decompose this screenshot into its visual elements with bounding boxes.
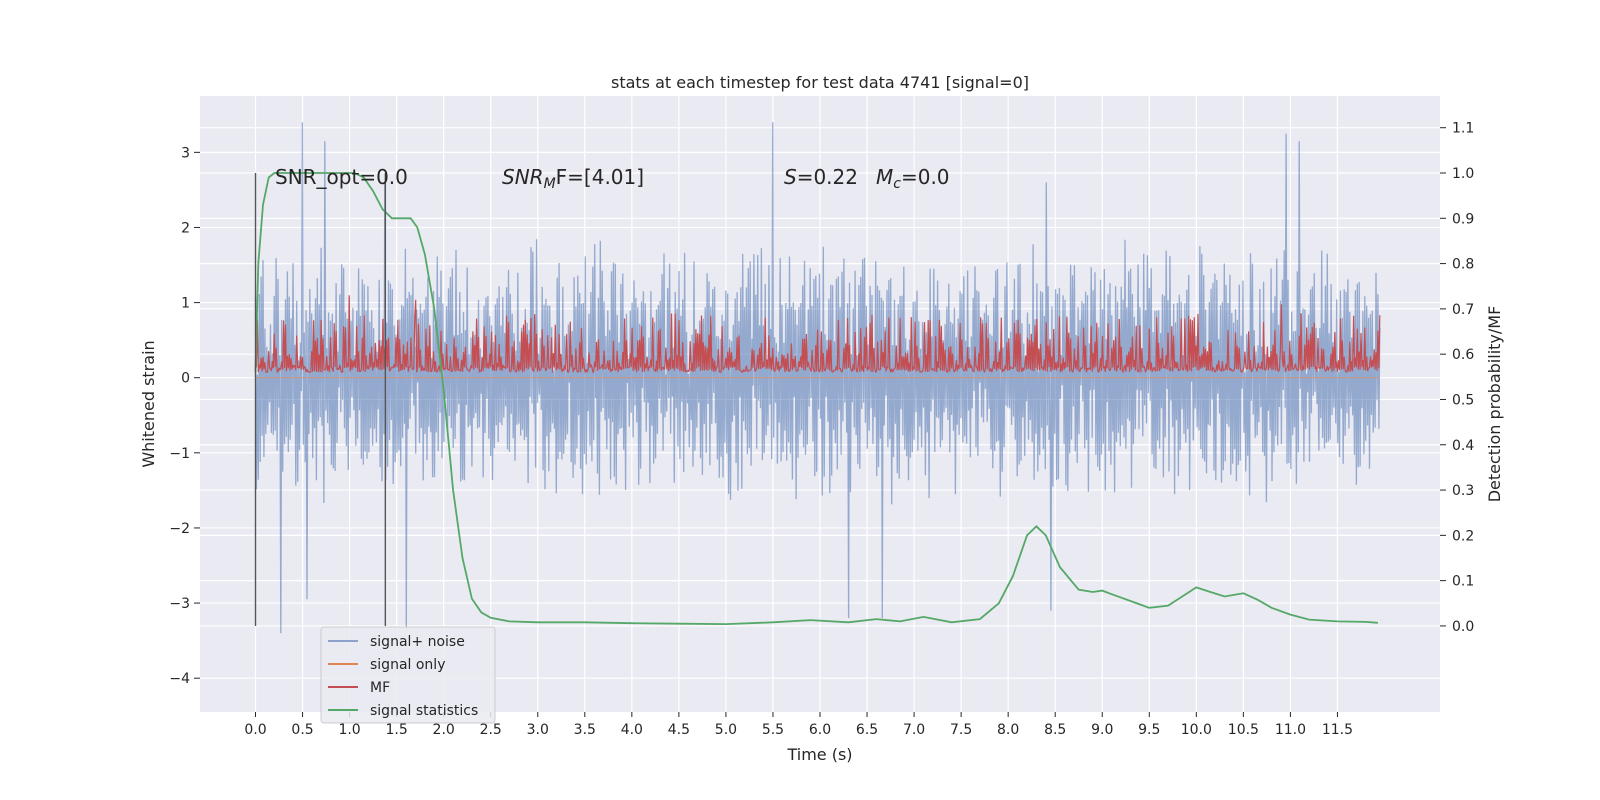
x-tick-label-9: 4.5 <box>668 722 690 738</box>
x-tick-label-0: 0.0 <box>244 722 266 738</box>
x-tick-label-2: 1.0 <box>338 722 360 738</box>
series-signal-statistics-line <box>254 172 1378 626</box>
x-tick-label-11: 5.5 <box>762 722 784 738</box>
y-tick-label-3: −1 <box>169 446 190 462</box>
x-tick-label-3: 1.5 <box>385 722 407 738</box>
x-tick-label-18: 9.0 <box>1091 722 1113 738</box>
y-tick-label-6: 2 <box>181 220 190 236</box>
x-axis-title: Time (s) <box>786 745 852 764</box>
annotation-s-value: =0.22 <box>797 165 858 189</box>
chart-title: stats at each timestep for test data 474… <box>611 73 1029 92</box>
x-tick-label-16: 8.0 <box>997 722 1019 738</box>
y2-tick-label-11: 1.1 <box>1452 121 1474 137</box>
annotation-snr-mf: SNRMF=[4.01] <box>502 165 644 192</box>
y2-tick-label-9: 0.9 <box>1452 211 1474 227</box>
annotation-snr-mf-prefix: SNR <box>502 165 544 189</box>
x-tick-label-15: 7.5 <box>950 722 972 738</box>
legend-item-mf-label: MF <box>370 680 390 696</box>
y2-tick-label-4: 0.4 <box>1452 438 1474 454</box>
y2-tick-label-0: 0.0 <box>1452 619 1474 635</box>
x-tick-label-19: 9.5 <box>1138 722 1160 738</box>
x-tick-label-14: 7.0 <box>903 722 925 738</box>
legend: signal+ noise signal only MF signal statist… <box>320 626 496 724</box>
annotation-s-prefix: S <box>784 165 797 189</box>
legend-item-signal-statistics-label: signal statistics <box>370 703 478 719</box>
legend-item-signal-noise-label: signal+ noise <box>370 634 465 650</box>
series-layer <box>254 122 1381 634</box>
y2-tick-label-1: 0.1 <box>1452 574 1474 590</box>
x-tick-label-17: 8.5 <box>1044 722 1066 738</box>
x-tick-label-23: 11.5 <box>1322 722 1353 738</box>
annotation-snr-mf-suffix: F=[4.01] <box>556 165 644 189</box>
y2-tick-label-7: 0.7 <box>1452 302 1474 318</box>
y-tick-label-4: 0 <box>181 371 190 387</box>
y2-tick-label-5: 0.5 <box>1452 392 1474 408</box>
annotation-mc-prefix: M <box>876 165 893 189</box>
y-tick-label-2: −2 <box>169 521 190 537</box>
y-tick-label-0: −4 <box>169 671 190 687</box>
annotation-mc-value: =0.0 <box>901 165 950 189</box>
y-tick-label-1: −3 <box>169 596 190 612</box>
y2-axis-ticks: 0.0 0.1 0.2 0.3 0.4 0.5 0.6 0.7 0.8 0.9 1.0 1.1 <box>1440 121 1474 635</box>
vertical-markers <box>254 173 387 626</box>
y2-tick-label-3: 0.3 <box>1452 483 1474 499</box>
y2-tick-label-10: 1.0 <box>1452 166 1474 182</box>
y2-tick-label-2: 0.2 <box>1452 528 1474 544</box>
legend-box <box>320 626 496 724</box>
x-tick-label-8: 4.0 <box>621 722 643 738</box>
x-tick-label-4: 2.0 <box>433 722 455 738</box>
y2-tick-label-6: 0.6 <box>1452 347 1474 363</box>
x-tick-label-12: 6.0 <box>809 722 831 738</box>
annotation-mc-sub: c <box>893 176 901 192</box>
x-tick-label-5: 2.5 <box>480 722 502 738</box>
y2-tick-label-8: 0.8 <box>1452 257 1474 273</box>
x-tick-label-13: 6.5 <box>856 722 878 738</box>
x-tick-label-21: 10.5 <box>1228 722 1259 738</box>
y2-axis-title: Detection probability/MF <box>1485 306 1504 503</box>
y-axis-ticks: −4 −3 −2 −1 0 1 2 3 <box>169 145 200 687</box>
annotation-s-mc: S=0.22 Mc=0.0 <box>784 165 950 192</box>
x-tick-label-10: 5.0 <box>715 722 737 738</box>
y-tick-label-5: 1 <box>181 296 190 312</box>
x-tick-label-20: 10.0 <box>1181 722 1212 738</box>
annotation-snr-mf-sub: M <box>544 176 556 192</box>
y-axis-title: Whitened strain <box>139 340 158 467</box>
x-tick-label-6: 3.0 <box>527 722 549 738</box>
legend-item-signal-only-label: signal only <box>370 657 445 673</box>
x-tick-label-7: 3.5 <box>574 722 596 738</box>
series-mf-line <box>254 295 1381 373</box>
x-axis-ticks: 0.0 0.5 1.0 1.5 2.0 2.5 3.0 3.5 4.0 4.5 5.0 5.5 6.0 6… <box>244 712 1353 738</box>
y-tick-label-7: 3 <box>181 145 190 161</box>
x-tick-label-1: 0.5 <box>291 722 313 738</box>
annotation-snr-opt: SNR_opt=0.0 <box>275 165 408 189</box>
x-tick-label-22: 11.0 <box>1275 722 1306 738</box>
